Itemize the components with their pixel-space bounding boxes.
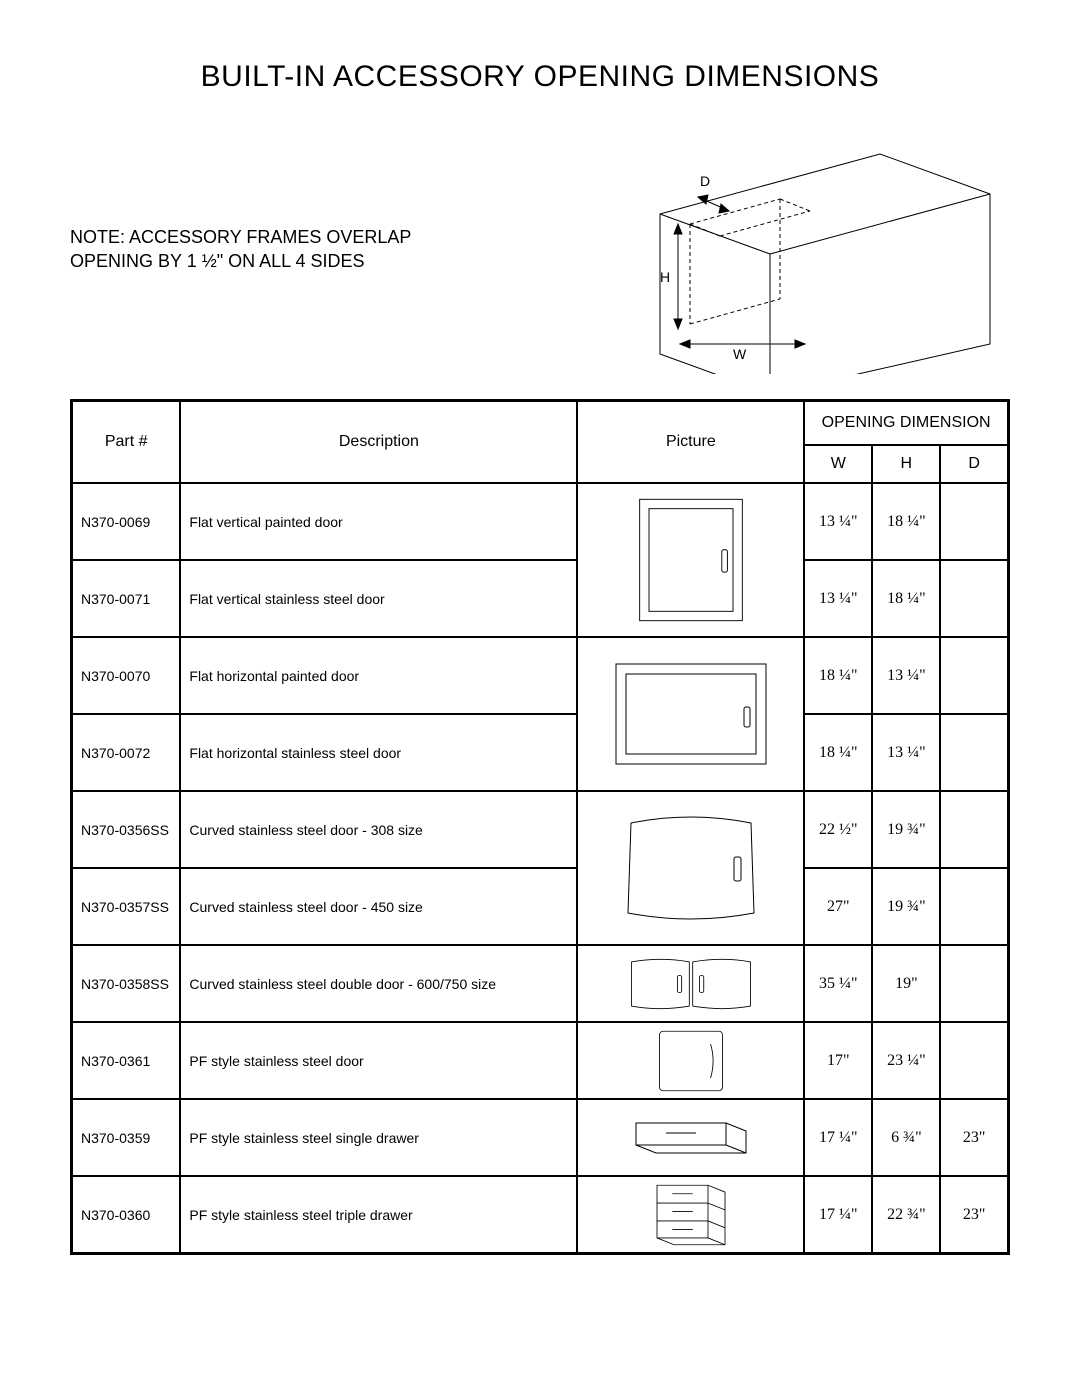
- cell-desc: Flat horizontal stainless steel door: [180, 714, 577, 791]
- cell-part: N370-0069: [72, 483, 181, 560]
- diagram-label-w: W: [733, 346, 747, 362]
- cell-w: 22 ½": [804, 791, 872, 868]
- table-row: N370-0356SSCurved stainless steel door -…: [72, 791, 1009, 868]
- cell-w: 17": [804, 1022, 872, 1099]
- cell-desc: PF style stainless steel door: [180, 1022, 577, 1099]
- dimensions-table: Part # Description Picture OPENING DIMEN…: [70, 399, 1010, 1255]
- cell-part: N370-0360: [72, 1176, 181, 1254]
- cell-d: 23": [940, 1099, 1008, 1176]
- table-row: N370-0071Flat vertical stainless steel d…: [72, 560, 1009, 637]
- cell-picture: [577, 1099, 804, 1176]
- cell-h: 6 ¾": [872, 1099, 940, 1176]
- cell-d: [940, 560, 1008, 637]
- cell-d: [940, 945, 1008, 1022]
- cell-picture: [577, 1022, 804, 1099]
- table-row: N370-0361PF style stainless steel door 17…: [72, 1022, 1009, 1099]
- th-h: H: [872, 445, 940, 483]
- th-opening: OPENING DIMENSION: [804, 401, 1008, 446]
- cell-w: 17 ¼": [804, 1099, 872, 1176]
- cell-w: 17 ¼": [804, 1176, 872, 1254]
- cell-desc: Flat horizontal painted door: [180, 637, 577, 714]
- cell-picture: [577, 1176, 804, 1254]
- cell-d: [940, 714, 1008, 791]
- cell-w: 13 ¼": [804, 560, 872, 637]
- cell-desc: PF style stainless steel triple drawer: [180, 1176, 577, 1254]
- cell-picture: [577, 791, 804, 945]
- cell-h: 19": [872, 945, 940, 1022]
- cell-d: [940, 868, 1008, 945]
- table-row: N370-0070Flat horizontal painted door 18 …: [72, 637, 1009, 714]
- cell-h: 13 ¼": [872, 637, 940, 714]
- th-desc: Description: [180, 401, 577, 484]
- cell-desc: Flat vertical painted door: [180, 483, 577, 560]
- cell-h: 23 ¼": [872, 1022, 940, 1099]
- cell-d: [940, 483, 1008, 560]
- cell-part: N370-0357SS: [72, 868, 181, 945]
- top-row: NOTE: ACCESSORY FRAMES OVERLAP OPENING B…: [70, 124, 1010, 374]
- note-line-1: NOTE: ACCESSORY FRAMES OVERLAP: [70, 225, 411, 249]
- table-row: N370-0069Flat vertical painted door 13 ¼"…: [72, 483, 1009, 560]
- table-row: N370-0358SSCurved stainless steel double…: [72, 945, 1009, 1022]
- cell-part: N370-0361: [72, 1022, 181, 1099]
- diagram-label-d: D: [700, 173, 710, 189]
- cell-part: N370-0070: [72, 637, 181, 714]
- table-row: N370-0359PF style stainless steel single…: [72, 1099, 1009, 1176]
- cell-w: 18 ¼": [804, 637, 872, 714]
- cell-desc: Flat vertical stainless steel door: [180, 560, 577, 637]
- cell-desc: PF style stainless steel single drawer: [180, 1099, 577, 1176]
- cell-w: 35 ¼": [804, 945, 872, 1022]
- th-d: D: [940, 445, 1008, 483]
- table-row: N370-0357SSCurved stainless steel door -…: [72, 868, 1009, 945]
- cell-picture: [577, 483, 804, 637]
- cell-picture: [577, 637, 804, 791]
- cell-part: N370-0359: [72, 1099, 181, 1176]
- cell-h: 19 ¾": [872, 791, 940, 868]
- cell-d: [940, 791, 1008, 868]
- cell-h: 22 ¾": [872, 1176, 940, 1254]
- cell-w: 18 ¼": [804, 714, 872, 791]
- page-title: BUILT-IN ACCESSORY OPENING DIMENSIONS: [70, 60, 1010, 94]
- cell-w: 13 ¼": [804, 483, 872, 560]
- cell-part: N370-0358SS: [72, 945, 181, 1022]
- cell-part: N370-0356SS: [72, 791, 181, 868]
- cell-h: 18 ¼": [872, 560, 940, 637]
- cell-d: [940, 637, 1008, 714]
- table-row: N370-0360PF style stainless steel triple…: [72, 1176, 1009, 1254]
- cell-h: 19 ¾": [872, 868, 940, 945]
- table-row: N370-0072Flat horizontal stainless steel…: [72, 714, 1009, 791]
- cell-picture: [577, 945, 804, 1022]
- cell-desc: Curved stainless steel double door - 600…: [180, 945, 577, 1022]
- cell-desc: Curved stainless steel door - 450 size: [180, 868, 577, 945]
- cell-d: [940, 1022, 1008, 1099]
- isometric-diagram: D H W: [630, 124, 1010, 374]
- cell-part: N370-0071: [72, 560, 181, 637]
- th-w: W: [804, 445, 872, 483]
- cell-h: 13 ¼": [872, 714, 940, 791]
- diagram-label-h: H: [660, 269, 670, 285]
- cell-h: 18 ¼": [872, 483, 940, 560]
- th-part: Part #: [72, 401, 181, 484]
- cell-w: 27": [804, 868, 872, 945]
- note-line-2: OPENING BY 1 ½" ON ALL 4 SIDES: [70, 249, 411, 273]
- note-block: NOTE: ACCESSORY FRAMES OVERLAP OPENING B…: [70, 225, 411, 274]
- th-pic: Picture: [577, 401, 804, 484]
- cell-part: N370-0072: [72, 714, 181, 791]
- cell-desc: Curved stainless steel door - 308 size: [180, 791, 577, 868]
- cell-d: 23": [940, 1176, 1008, 1254]
